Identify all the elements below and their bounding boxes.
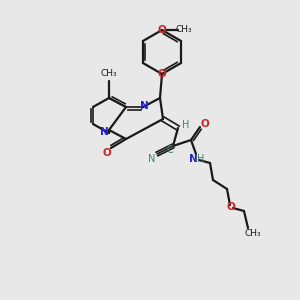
Text: O: O [226, 202, 236, 212]
Text: O: O [158, 69, 166, 79]
Text: N: N [189, 154, 197, 164]
Text: O: O [103, 148, 111, 158]
Text: O: O [158, 25, 166, 35]
Text: H: H [182, 120, 190, 130]
Text: C: C [167, 145, 173, 155]
Text: CH₃: CH₃ [101, 70, 117, 79]
Text: CH₃: CH₃ [176, 26, 192, 34]
Text: N: N [100, 127, 108, 137]
Text: N: N [140, 101, 148, 111]
Text: CH₃: CH₃ [245, 230, 261, 238]
Text: N: N [148, 154, 156, 164]
Text: H: H [197, 154, 205, 164]
Text: O: O [201, 119, 209, 129]
